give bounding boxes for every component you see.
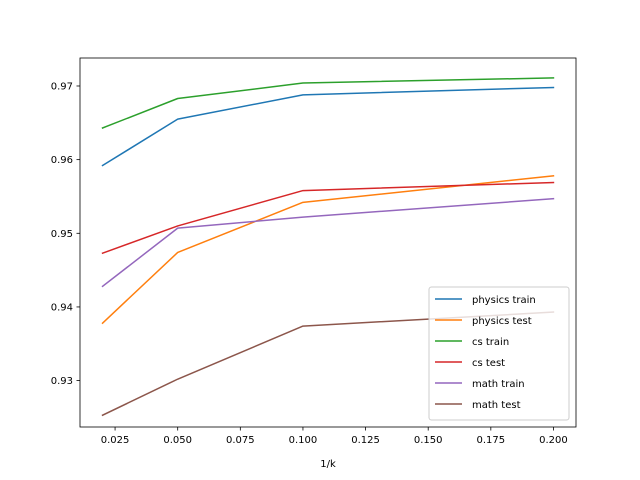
x-axis-ticks: 0.025 0.050 0.075 0.100 0.125 0.150 0.175 0.200 (101, 427, 568, 446)
x-tick-label: 0.050 (163, 435, 192, 446)
y-tick-label: 0.96 (51, 155, 73, 166)
x-tick-label: 0.175 (477, 435, 506, 446)
series-line-physics-test (101, 175, 555, 325)
series-line-math-train (101, 197, 555, 288)
legend-label: physics test (472, 316, 532, 327)
x-axis-label: 1/k (320, 459, 336, 470)
series-layer (101, 77, 555, 417)
legend-label: math test (472, 400, 521, 411)
x-tick-label: 0.200 (539, 435, 568, 446)
y-tick-label: 0.94 (51, 303, 73, 314)
series-line-math-test (101, 311, 555, 417)
series-line-physics-train (101, 86, 555, 167)
series-line-cs-train (101, 77, 555, 129)
legend: physics train physics test cs train cs test… (428, 286, 570, 421)
legend-box (428, 286, 570, 421)
x-tick-label: 0.125 (351, 435, 380, 446)
legend-label: cs test (472, 358, 505, 369)
x-tick-label: 0.075 (226, 435, 255, 446)
plot-frame (79, 57, 577, 428)
axes-layer (79, 57, 577, 428)
x-tick-label: 0.025 (101, 435, 130, 446)
x-tick-label: 0.150 (414, 435, 443, 446)
legend-label: cs train (472, 337, 509, 348)
y-tick-label: 0.97 (51, 82, 73, 93)
y-tick-label: 0.93 (51, 376, 73, 387)
y-axis-ticks: 0.93 0.94 0.95 0.96 0.97 (51, 82, 80, 387)
legend-label: physics train (472, 295, 536, 306)
series-line-cs-test (101, 181, 555, 255)
legend-label: math train (472, 379, 525, 390)
x-tick-label: 0.100 (289, 435, 318, 446)
y-tick-label: 0.95 (51, 229, 73, 240)
